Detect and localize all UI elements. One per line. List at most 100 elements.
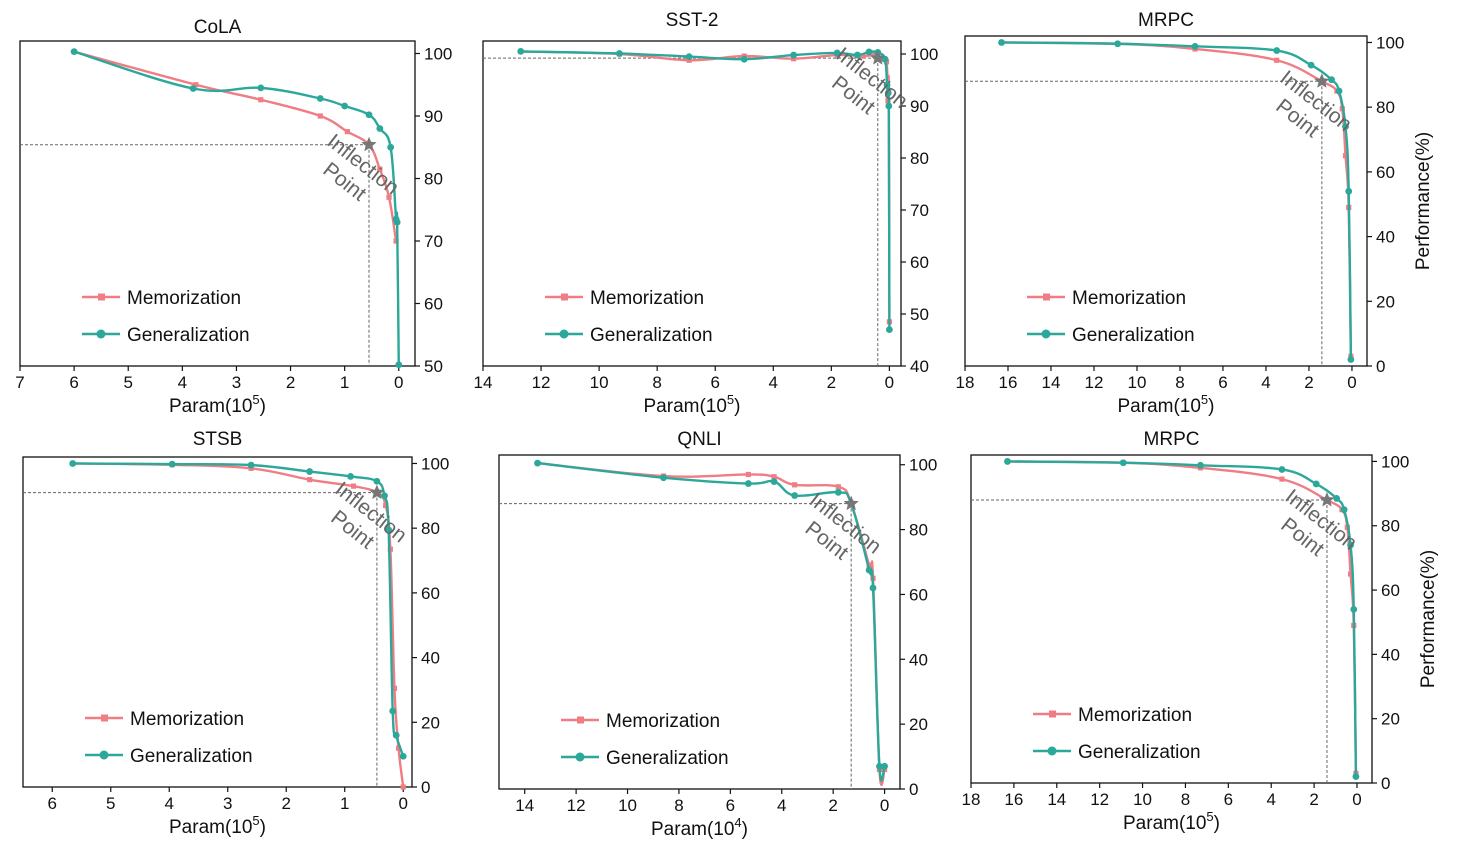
legend-label: Generalization bbox=[590, 325, 713, 346]
legend-marker-square bbox=[98, 293, 105, 301]
memorization-point bbox=[860, 53, 866, 59]
memorization-point bbox=[258, 97, 264, 103]
y-axis-label: Performance(%) bbox=[1418, 550, 1439, 688]
generalization-point bbox=[685, 53, 693, 60]
inflection-star-icon bbox=[1314, 73, 1330, 88]
x-axis-label: Param(105) bbox=[169, 392, 266, 417]
legend-marker-circle bbox=[575, 752, 585, 762]
generalization-point bbox=[189, 85, 197, 92]
legend: Memorization Generalization bbox=[85, 709, 253, 767]
x-tick-label: 2 bbox=[828, 796, 837, 815]
generalization-point bbox=[395, 361, 403, 369]
generalization-point bbox=[884, 89, 892, 97]
generalization-point bbox=[257, 84, 265, 92]
x-tick-label: 6 bbox=[726, 796, 735, 815]
x-tick-label: 12 bbox=[567, 796, 586, 815]
x-tick-label: 4 bbox=[1266, 790, 1275, 809]
chart-title: MRPC bbox=[1144, 429, 1200, 450]
y-tick-label: 80 bbox=[1381, 517, 1400, 536]
generalization-point bbox=[1191, 42, 1199, 50]
x-axis-label: Param(105) bbox=[169, 813, 266, 838]
x-tick-label: 18 bbox=[956, 373, 975, 392]
x-tick-label: 2 bbox=[1304, 373, 1313, 392]
x-tick-label: 6 bbox=[710, 373, 719, 392]
legend-marker-circle bbox=[99, 750, 109, 760]
generalization-point bbox=[790, 51, 797, 59]
legend-label: Memorization bbox=[130, 709, 244, 730]
chart-title: QNLI bbox=[677, 429, 721, 450]
generalization-point bbox=[373, 477, 381, 485]
memorization-point bbox=[344, 129, 350, 135]
generalization-point bbox=[1335, 87, 1343, 95]
generalization-point bbox=[69, 460, 77, 467]
chart-title: SST-2 bbox=[666, 10, 719, 31]
inflection-star-icon bbox=[870, 50, 886, 65]
x-axis-label: Param(105) bbox=[1118, 392, 1215, 417]
legend: Memorization Generalization bbox=[82, 288, 250, 346]
x-tick-label: 12 bbox=[1085, 373, 1104, 392]
panel-2: SST-2 14 12 10 8 6 4 2 0 40 50 60 70 80 90 100 Param(105… bbox=[474, 10, 939, 417]
generalization-point bbox=[381, 492, 388, 500]
memorization-point bbox=[792, 482, 798, 488]
y-tick-label: 80 bbox=[424, 170, 443, 189]
legend-marker-square bbox=[101, 714, 108, 722]
x-tick-label: 2 bbox=[281, 794, 290, 813]
y-tick-label: 20 bbox=[1376, 292, 1395, 311]
plot-frame bbox=[22, 456, 413, 788]
legend-label: Generalization bbox=[1072, 325, 1195, 346]
chart-title: STSB bbox=[193, 429, 243, 450]
legend-label: Memorization bbox=[127, 288, 241, 309]
y-tick-label: 90 bbox=[424, 107, 443, 126]
y-tick-label: 60 bbox=[1381, 581, 1400, 600]
x-tick-label: 10 bbox=[1128, 373, 1147, 392]
y-tick-label: 100 bbox=[909, 456, 937, 475]
generalization-point bbox=[1307, 61, 1315, 69]
legend: Memorization Generalization bbox=[561, 711, 729, 769]
memorization-point bbox=[307, 477, 313, 483]
x-tick-label: 18 bbox=[962, 790, 981, 809]
generalization-point bbox=[885, 102, 893, 110]
inflection-annotation: InflectionPoint bbox=[1260, 66, 1356, 156]
inflection-star-icon bbox=[1319, 492, 1335, 507]
x-tick-label: 14 bbox=[474, 373, 493, 392]
y-tick-label: 100 bbox=[1381, 452, 1409, 471]
x-tick-label: 14 bbox=[1047, 790, 1066, 809]
legend-label: Generalization bbox=[130, 746, 253, 767]
x-axis-label: Param(105) bbox=[644, 392, 741, 417]
plot-frame bbox=[964, 35, 1368, 367]
generalization-point bbox=[881, 762, 888, 770]
generalization-point bbox=[1347, 356, 1355, 363]
generalization-point bbox=[1352, 773, 1360, 780]
generalization-point bbox=[770, 478, 778, 485]
generalization-point bbox=[740, 55, 748, 63]
legend-marker-circle bbox=[1041, 329, 1051, 339]
y-tick-label: 0 bbox=[1376, 357, 1385, 376]
x-tick-label: 3 bbox=[223, 794, 232, 813]
legend-label: Memorization bbox=[1072, 288, 1186, 309]
generalization-point bbox=[791, 492, 799, 499]
legend: Memorization Generalization bbox=[1027, 288, 1195, 346]
memorization-point bbox=[1342, 153, 1349, 159]
x-tick-label: 8 bbox=[674, 796, 683, 815]
generalization-point bbox=[392, 731, 400, 739]
legend-marker-square bbox=[1043, 293, 1050, 301]
y-axis-label: Performance(%) bbox=[1413, 132, 1434, 270]
y-tick-label: 20 bbox=[909, 715, 928, 734]
memorization-point bbox=[383, 502, 389, 509]
x-tick-label: 8 bbox=[1181, 790, 1190, 809]
generalization-point bbox=[616, 50, 623, 57]
y-tick-label: 40 bbox=[909, 650, 928, 669]
series-line-generalization bbox=[1007, 460, 1358, 777]
legend-marker-square bbox=[1049, 710, 1056, 718]
generalization-point bbox=[385, 526, 393, 534]
memorization-point bbox=[391, 685, 398, 691]
plot-frame bbox=[498, 454, 901, 790]
legend-label: Generalization bbox=[127, 325, 250, 346]
x-tick-label: 6 bbox=[1218, 373, 1227, 392]
y-tick-label: 80 bbox=[909, 521, 928, 540]
